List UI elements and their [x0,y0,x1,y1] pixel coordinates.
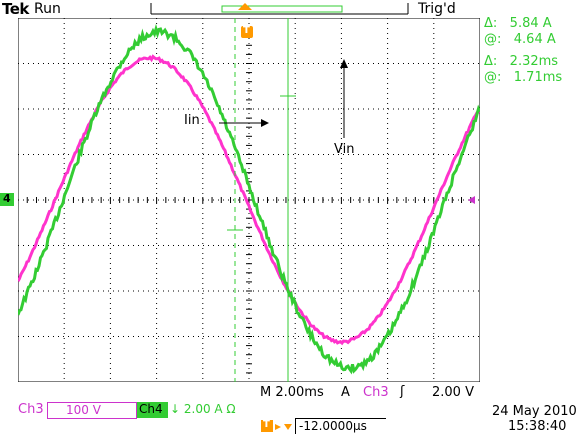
trigger-offset: -12.0000µs [299,419,367,433]
ch3-label[interactable]: Ch3 [18,402,44,417]
top-status-bar: Tek Run Trig'd [0,0,586,18]
graticule [18,18,480,382]
trigger-source[interactable]: Ch3 [363,385,389,400]
trigger-offset-icon: T [261,419,273,432]
iin-arrow-icon [219,119,269,127]
ch4-current-trace [18,23,480,375]
trigger-offset-icon-label: T [263,419,270,430]
trigger-offset-box[interactable]: -12.0000µs [295,418,386,434]
trigger-status: Trig'd [418,1,456,17]
trigger-position-label: T [243,25,250,36]
trigger-slope-icon: ʃ [400,384,405,399]
delta-time-readout: Δ: 2.32ms [484,54,559,69]
ch3-scale: 100 V [66,403,101,417]
ch4-label-box[interactable]: Ch4 [137,402,168,418]
at-current-readout: @: 4.64 A [484,32,556,47]
ch4-label: Ch4 [139,402,163,416]
vin-arrow-icon [340,59,348,138]
record-position-bar[interactable] [150,2,410,16]
ch4-ground-marker[interactable]: 4 [0,192,14,206]
trigger-offset-arrow-icon [275,424,292,430]
ch3-scale-box[interactable]: 100 V [47,402,137,419]
at-time-readout: @: 1.71ms [484,70,563,85]
acquisition-status: Run [34,1,61,17]
trigger-level-marker[interactable] [466,195,476,205]
trigger-position-marker[interactable]: T [241,25,253,38]
waveform-traces [18,23,480,375]
ch4-ground-label: 4 [3,192,11,205]
cursor-lines[interactable] [227,18,296,382]
trigger-mode: A [341,385,350,400]
brand-logo: Tek [2,0,29,18]
vin-annotation: Vin [334,142,355,157]
trigger-level: 2.00 V [432,385,474,400]
ch4-scale: ↓ 2.00 A Ω [170,402,236,416]
timebase-readout[interactable]: M 2.00ms [260,385,324,400]
scope-display[interactable] [18,18,480,382]
iin-annotation: Iin [184,113,200,128]
delta-current-readout: Δ: 5.84 A [484,16,552,31]
date-readout: 24 May 2010 [492,404,577,419]
time-readout: 15:38:40 [508,419,567,434]
